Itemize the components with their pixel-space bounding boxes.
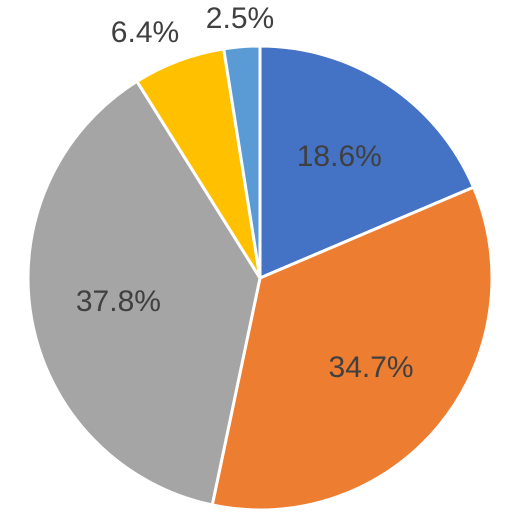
pie-label-4: 6.4%: [111, 16, 179, 49]
pie-slice-2: [210, 185, 494, 512]
pie-labels: 18.6% 34.7% 37.8% 6.4% 2.5%: [76, 2, 414, 384]
pie-label-1: 18.6%: [297, 140, 382, 173]
pie-slices: [26, 44, 494, 512]
pie-label-5: 2.5%: [206, 2, 274, 35]
pie-slice-1: [258, 44, 475, 280]
pie-slice-5: [222, 44, 262, 280]
pie-label-2: 34.7%: [329, 351, 414, 384]
pie-label-3: 37.8%: [76, 285, 161, 318]
